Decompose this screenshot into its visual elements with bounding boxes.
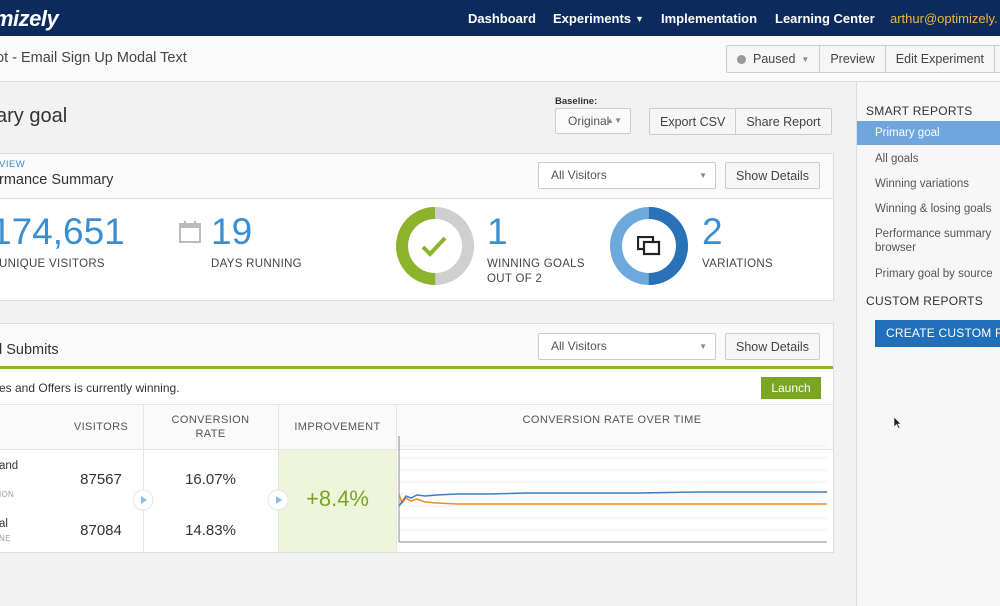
baseline-value: Original [568,114,610,128]
improvement-value: +8.4% [306,486,369,511]
winner-banner: es and Offers is currently winning. [0,381,180,395]
nav-dashboard[interactable]: Dashboard [468,11,536,26]
nav-experiments[interactable]: Experiments ▼ [553,11,644,26]
create-custom-report-button[interactable]: CREATE CUSTOM R [875,320,1000,347]
performance-summary-panel: VIEW rmance Summary All Visitors ▼ Show D… [0,153,834,301]
improvement-cell [279,450,396,552]
conversion-rate-chart [398,436,827,543]
panel-header: VIEW rmance Summary All Visitors ▼ Show D… [0,154,833,199]
header-visitors: VISITORS [73,421,129,433]
sidebar-item-winning-losing-goals[interactable]: Winning & losing goals [875,203,992,215]
caret-down-icon: ▼ [635,14,644,24]
sidebar-item-primary-goal[interactable]: Primary goal [857,121,1000,145]
winning-goals-label-line1: WINNING GOALS [487,258,585,270]
segment-value: All Visitors [551,339,607,353]
column-divider [396,404,397,552]
nav-user-account[interactable]: arthur@optimizely. [890,11,998,26]
checkmark-icon [421,236,447,257]
days-running-label: DAYS RUNNING [211,258,302,270]
segment-select[interactable]: All Visitors ▼ [538,333,716,360]
experiment-title: ot - Email Sign Up Modal Text [0,50,187,66]
variation-name: al [0,518,8,530]
nav-implementation[interactable]: Implementation [661,11,758,26]
page-title: ary goal [0,105,68,127]
more-button[interactable] [994,46,1000,72]
nav-experiments-label: Experiments [553,11,632,26]
header-conversion-over-time: CONVERSION RATE OVER TIME [522,414,702,426]
share-report-button[interactable]: Share Report [735,109,830,135]
show-details-group: Show Details [725,162,820,189]
variation-name: and [0,460,19,472]
sidebar-item-winning-variations[interactable]: Winning variations [875,178,969,190]
row2-visitors: 87084 [80,522,122,539]
goal-results-panel: l Submits All Visitors ▼ Show Details es … [0,323,834,553]
caret-down-icon: ▼ [699,342,707,351]
variation-sublabel: ION [0,490,15,499]
smart-reports-heading: SMART REPORTS [866,104,973,118]
overview-label: VIEW [0,159,26,170]
sidebar-item-performance-summary[interactable]: Performance summary browser [857,227,1000,255]
sidebar-item-label: Performance summary [875,228,992,240]
header-conversion-line2: RATE [195,428,226,440]
chart-gridlines [399,445,827,531]
series-variation-line [398,491,827,507]
sidebar-item-primary-goal-by-source[interactable]: Primary goal by source [875,268,993,280]
column-divider [143,404,144,552]
status-dropdown[interactable]: Paused ▼ [727,46,819,72]
row1-conversion-rate: 16.07% [185,471,236,488]
panel-title: rmance Summary [0,172,114,188]
show-details-group: Show Details [725,333,820,360]
caret-down-icon: ▼ [699,171,707,180]
preview-button[interactable]: Preview [819,46,884,72]
column-divider [278,404,279,552]
caret-updown-icon: ▲▼ [606,116,622,125]
show-details-button[interactable]: Show Details [736,340,809,354]
play-icon[interactable] [267,489,289,511]
winning-goals-label: WINNING GOALS OUT OF 2 [487,257,585,287]
experiment-actions: Paused ▼ Preview Edit Experiment [726,45,1000,73]
unique-visitors-value: 174,651 [0,211,125,252]
status-dot-icon [737,55,746,64]
nav-learning-center[interactable]: Learning Center [775,11,875,26]
segment-select[interactable]: All Visitors ▼ [538,162,716,189]
launch-button[interactable]: Launch [761,377,821,399]
variation-sublabel: NE [0,534,11,543]
caret-down-icon: ▼ [801,55,810,64]
report-actions: Export CSV Share Report [649,108,832,135]
sidebar-item-all-goals[interactable]: All goals [875,153,919,165]
unique-visitors-label: UNIQUE VISITORS [0,258,105,270]
days-running-value: 19 [211,211,253,252]
show-details-button[interactable]: Show Details [736,169,809,183]
sidebar-item-label: browser [875,242,916,254]
export-csv-button[interactable]: Export CSV [660,115,726,129]
winning-goals-label-line2: OUT OF 2 [487,273,543,285]
segment-value: All Visitors [551,168,607,182]
mouse-cursor-icon [894,417,902,429]
panel-header: l Submits All Visitors ▼ Show Details [0,324,833,369]
baseline-select[interactable]: Original ▲▼ [555,108,631,134]
winning-goals-value: 1 [487,211,508,252]
edit-experiment-button[interactable]: Edit Experiment [884,46,994,72]
experiment-header: ot - Email Sign Up Modal Text Paused ▼ Pr… [0,36,1000,82]
variations-value: 2 [702,211,723,252]
table-header [0,404,833,450]
winning-goals-donut [396,207,474,285]
play-icon[interactable] [132,489,154,511]
header-conversion-line1: CONVERSION [171,414,250,426]
header-improvement: IMPROVEMENT [294,421,381,433]
goal-title: l Submits [0,342,59,358]
row1-visitors: 87567 [80,471,122,488]
optimizely-logo[interactable]: mizely [0,6,59,31]
status-label: Paused [753,52,796,66]
series-original-line [398,493,827,505]
variations-label: VARIATIONS [702,258,773,270]
variations-icon [637,236,661,256]
calendar-icon [179,221,201,243]
reports-sidebar: SMART REPORTS Primary goal All goals Win… [856,82,1000,606]
top-nav: mizely Dashboard Experiments ▼ Implementa… [0,0,1000,36]
custom-reports-heading: CUSTOM REPORTS [866,294,984,308]
header-conversion-rate: CONVERSION RATE [143,413,278,441]
row2-conversion-rate: 14.83% [185,522,236,539]
baseline-label: Baseline: [555,96,598,107]
